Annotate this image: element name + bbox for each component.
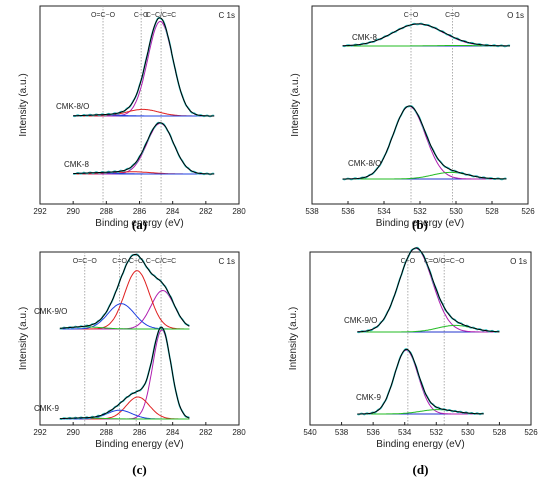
panel-a-tick-label: 286 [133,207,147,216]
panel-c-reference-label: C−C/C=C [146,258,176,265]
panel-a-x-axis-label: Binding energy (eV) [95,218,183,229]
panel-c-reference-label: O=C−O [73,258,98,265]
panel-d-tick-label: 540 [303,428,317,437]
panel-d-tick-label: 530 [461,428,475,437]
panel-a-sample-label: CMK-8 [64,160,89,169]
panel-d-x-axis-label: Binding energy (eV) [376,439,464,450]
panel-a-sample-label: CMK-8/O [56,102,89,111]
panel-d-fit-envelope [357,247,500,333]
panel-b-y-axis-label: Intensity (a.u.) [290,73,301,136]
panel-a-fit-envelope [73,122,215,175]
panel-a-reference-label: O=C−O [91,12,116,19]
panel-b-tick-label: 530 [449,207,463,216]
panel-d-plot-frame [309,251,532,426]
panel-b-corner-label: O 1s [507,11,524,20]
panel-a-tick-label: 290 [66,207,80,216]
panel-d-tick-label: 528 [493,428,507,437]
panel-b-x-axis-label: Binding energy (eV) [376,218,464,229]
panel-a-tick-label: 288 [100,207,114,216]
panel-a-fit-envelope [73,17,215,117]
panel-c-sample-label: CMK-9 [34,404,59,413]
panel-c-tick-label: 280 [232,428,246,437]
panel-b-tick-label: 534 [377,207,391,216]
panel-a-corner-label: C 1s [219,11,235,20]
panel-b-plot-frame [311,5,529,205]
panel-c-component-peak [59,303,190,330]
panel-c-raw-spectrum [59,253,190,330]
panel-d-tick-label: 536 [366,428,380,437]
panel-b-tick-label: 532 [413,207,427,216]
panel-a-tick-label: 292 [33,207,47,216]
panel-d-sample-label: CMK-9/O [344,316,377,325]
panel-c-corner-label: C 1s [219,257,235,266]
panel-a-raw-spectrum [72,16,215,118]
panel-b-tick-label: 538 [305,207,319,216]
panel-c-x-axis-label: Binding energy (eV) [95,439,183,450]
panel-b-panel-label: (b) [412,217,428,232]
panel-a-tick-label: 282 [199,207,213,216]
panel-c-tick-label: 284 [166,428,180,437]
panel-c-tick-label: 288 [100,428,114,437]
panel-b-reference-label: C−O [404,12,419,19]
panel-d-tick-label: 534 [398,428,412,437]
panel-c-tick-label: 290 [66,428,80,437]
panel-c-tick-label: 292 [33,428,47,437]
panel-b-fit-envelope [342,23,510,47]
panel-d-fit-envelope [357,348,484,415]
panel-c-reference-label: C−O [129,258,144,265]
panel-a-y-axis-label: Intensity (a.u.) [18,73,29,136]
panel-d-tick-label: 532 [430,428,444,437]
panel-b-tick-label: 536 [341,207,355,216]
panel-c-tick-label: 286 [133,428,147,437]
panel-c-tick-label: 282 [199,428,213,437]
panel-c-fit-envelope [59,253,190,329]
panel-c-y-axis-label: Intensity (a.u.) [18,307,29,370]
panel-b-tick-label: 528 [485,207,499,216]
panel-c-plot-frame [39,251,240,426]
panel-a-reference-label: C−O [134,12,149,19]
panel-d-reference-label: C=O/O=C−O [424,258,465,265]
panel-b-raw-spectrum [342,105,507,181]
panel-d-tick-label: 526 [524,428,538,437]
panel-d-tick-label: 538 [335,428,349,437]
panel-b-sample-label: CMK-8/O [348,159,381,168]
panel-b-component-peak [342,105,507,180]
panel-a-panel-label: (a) [132,217,147,232]
panel-c-sample-label: CMK-9/O [34,307,67,316]
panel-c-component-peak [59,270,190,330]
panel-c-fit-envelope [59,326,190,420]
panel-d-panel-label: (d) [413,462,429,477]
panel-d-reference-label: C−O [401,258,416,265]
panel-b-fit-envelope [342,105,507,180]
panel-a-reference-label: C−C/C=C [146,12,176,19]
panel-c-raw-spectrum [59,326,190,421]
panel-c-panel-label: (c) [132,462,146,477]
panel-c-reference-label: C=O [112,258,127,265]
panel-c-component-peak [59,329,190,420]
panel-d-sample-label: CMK-9 [356,393,381,402]
panel-a-tick-label: 280 [232,207,246,216]
panel-d-corner-label: O 1s [510,257,527,266]
panel-a-tick-label: 284 [166,207,180,216]
panel-d-y-axis-label: Intensity (a.u.) [288,307,299,370]
panel-b-reference-label: C=O [445,12,460,19]
panel-b-sample-label: CMK-8 [352,33,377,42]
panel-b-tick-label: 526 [521,207,535,216]
